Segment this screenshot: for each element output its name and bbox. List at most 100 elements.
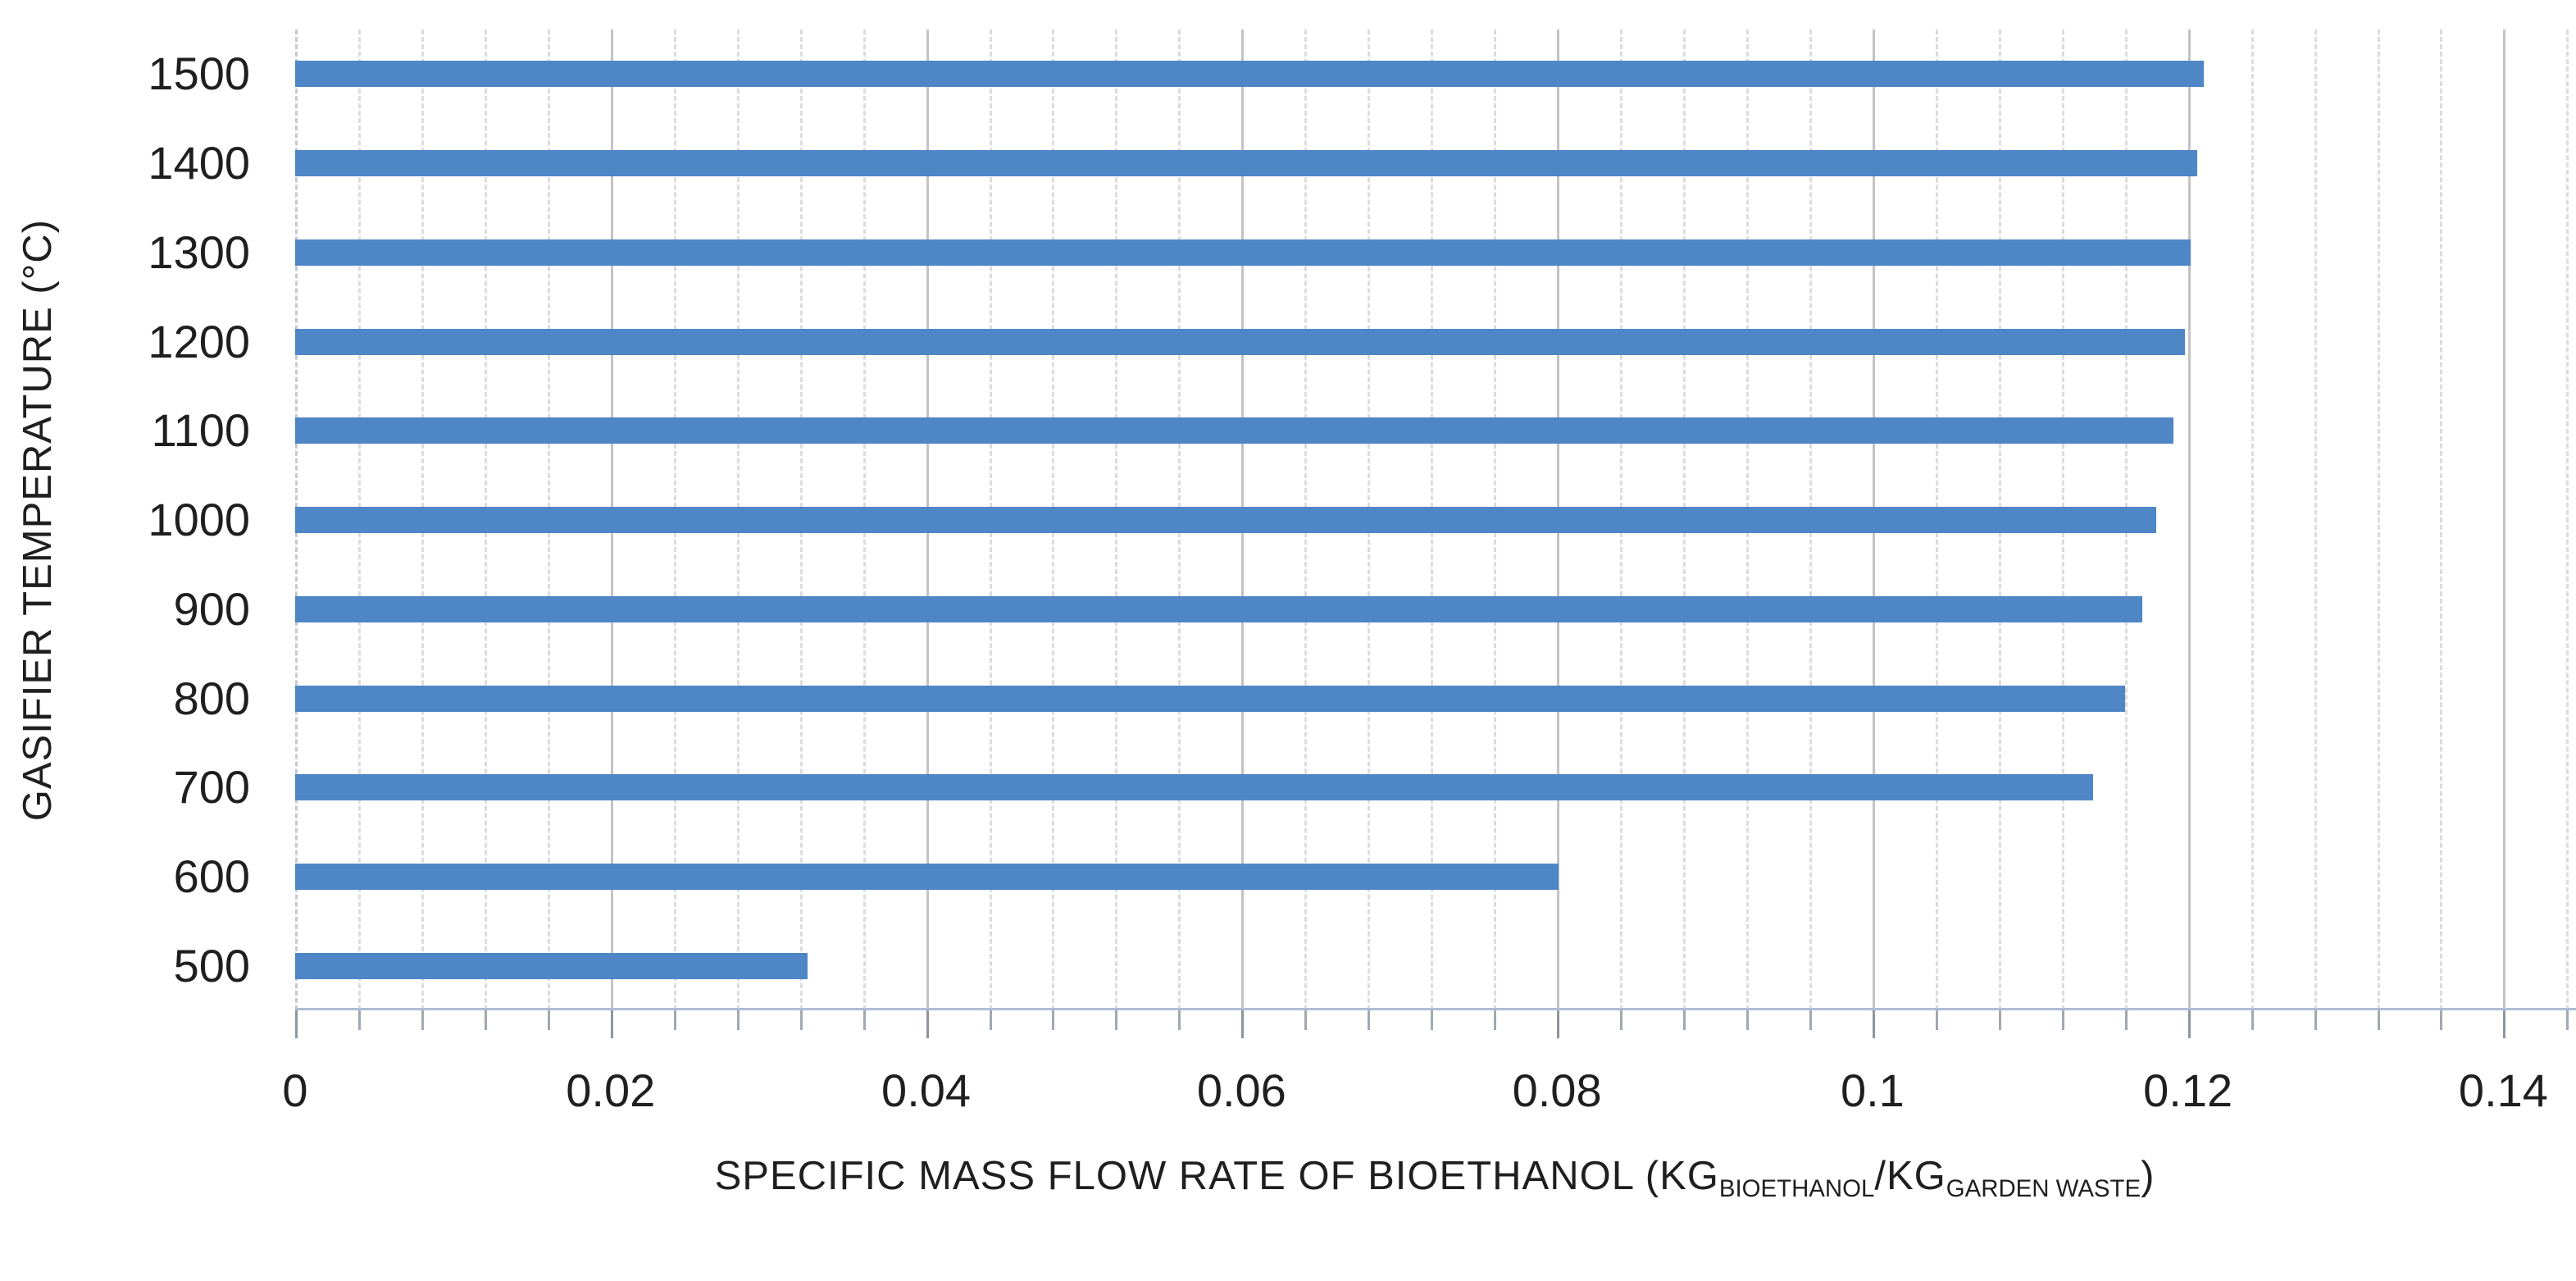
axis-tick: [1809, 1010, 1812, 1030]
x-axis-title-segment: SPECIFIC MASS FLOW RATE OF BIOETHANOL (K…: [714, 1154, 1719, 1198]
axis-tick: [610, 1010, 613, 1038]
bar-row-1100: [295, 386, 2574, 476]
x-axis-title-segment: ): [2141, 1154, 2155, 1198]
axis-tick: [2187, 1010, 2191, 1038]
axis-tick: [2251, 1010, 2254, 1030]
bar-1500: [295, 61, 2204, 88]
axis-tick: [1178, 1010, 1181, 1030]
y-tick-label: 1100: [151, 404, 250, 457]
x-tick-label: 0.14: [2458, 1064, 2548, 1116]
axis-tick: [1745, 1010, 1749, 1030]
axis-tick: [2440, 1010, 2443, 1030]
x-axis-tick-labels: 0 0.02 0.04 0.06 0.08 0.1 0.12 0.14: [282, 1064, 2574, 1125]
bars-layer: [295, 30, 2574, 1010]
bar-row-1400: [295, 119, 2574, 208]
y-axis-tick-labels: 1500 1400 1300 1200 1100 1000 900 800 700 600 500: [0, 30, 250, 1010]
axis-tick: [926, 1010, 929, 1038]
y-tick-label: 1500: [148, 48, 250, 100]
bar-1400: [295, 150, 2198, 177]
axis-tick: [1241, 1010, 1245, 1038]
minor-gridline: [2251, 30, 2254, 1010]
y-tick-label: 800: [173, 672, 250, 724]
x-axis-title-subscript: GARDEN WASTE: [1946, 1174, 2141, 1202]
bar-row-1300: [295, 207, 2574, 297]
y-tick-label: 700: [173, 761, 250, 814]
minor-gridline: [2566, 30, 2569, 1010]
y-label-row: 1200: [0, 297, 250, 386]
axis-tick: [2503, 1010, 2506, 1038]
y-tick-label: 1000: [148, 494, 250, 546]
y-label-row: 600: [0, 832, 250, 922]
y-tick-label: 1400: [148, 137, 250, 189]
x-tick-label: 0.02: [566, 1064, 656, 1116]
y-label-row: 1400: [0, 119, 250, 208]
bar-row-600: [295, 832, 2574, 922]
axis-tick: [1115, 1010, 1118, 1030]
bar-600: [295, 863, 1559, 890]
axis-tick: [736, 1010, 740, 1030]
y-label-row: 1300: [0, 207, 250, 297]
x-tick-label: 0.04: [881, 1064, 972, 1116]
x-tick-label: 0.1: [1840, 1064, 1905, 1116]
axis-tick: [989, 1010, 992, 1030]
major-gridline: [2503, 30, 2506, 1010]
y-tick-label: 900: [173, 582, 250, 635]
x-axis-tick-marks: [295, 1010, 2574, 1043]
y-label-row: 500: [0, 921, 250, 1010]
y-tick-label: 500: [173, 939, 250, 992]
bar-row-1200: [295, 297, 2574, 386]
x-axis-title-segment: /KG: [1874, 1154, 1946, 1198]
x-tick-label: 0.06: [1196, 1064, 1286, 1116]
bar-1200: [295, 328, 2185, 355]
axis-tick: [547, 1010, 550, 1030]
axis-tick: [1935, 1010, 1938, 1030]
bar-1100: [295, 417, 2174, 444]
y-label-row: 900: [0, 564, 250, 654]
axis-tick: [1557, 1010, 1560, 1038]
axis-tick: [1431, 1010, 1434, 1030]
axis-tick: [1872, 1010, 1875, 1038]
bar-1000: [295, 507, 2157, 534]
axis-tick: [357, 1010, 361, 1030]
y-label-row: 1500: [0, 30, 250, 119]
minor-gridline: [2440, 30, 2443, 1010]
minor-gridline: [2314, 30, 2317, 1010]
x-axis-line: [295, 1008, 2576, 1010]
axis-tick: [1304, 1010, 1308, 1030]
axis-tick: [295, 1010, 298, 1038]
axis-tick: [1998, 1010, 2001, 1030]
bar-800: [295, 685, 2125, 712]
bar-500: [295, 952, 808, 979]
axis-tick: [1683, 1010, 1686, 1030]
x-tick-label: 0: [282, 1064, 308, 1116]
y-tick-label: 1300: [148, 226, 250, 278]
bar-row-1000: [295, 476, 2574, 565]
minor-gridline: [2377, 30, 2380, 1010]
axis-tick: [421, 1010, 424, 1030]
y-label-row: 700: [0, 743, 250, 832]
bar-row-1500: [295, 30, 2574, 119]
axis-tick: [1494, 1010, 1497, 1030]
y-label-row: 800: [0, 654, 250, 743]
axis-tick: [2124, 1010, 2128, 1030]
bar-900: [295, 595, 2142, 622]
axis-tick: [2377, 1010, 2380, 1030]
y-label-row: 1100: [0, 386, 250, 476]
axis-tick: [2566, 1010, 2569, 1030]
axis-tick: [1368, 1010, 1371, 1030]
axis-tick: [1620, 1010, 1623, 1030]
y-tick-label: 1200: [148, 315, 250, 367]
axis-tick: [799, 1010, 803, 1030]
axis-tick: [673, 1010, 676, 1030]
x-tick-label: 0.12: [2143, 1064, 2233, 1116]
bar-1300: [295, 239, 2191, 266]
axis-tick: [2061, 1010, 2064, 1030]
bar-row-900: [295, 564, 2574, 654]
axis-tick: [1052, 1010, 1055, 1030]
bar-row-700: [295, 743, 2574, 832]
y-tick-label: 600: [173, 850, 250, 902]
plot-area: [295, 30, 2576, 1038]
x-axis-title: SPECIFIC MASS FLOW RATE OF BIOETHANOL (K…: [295, 1154, 2574, 1202]
major-gridline: [2187, 30, 2191, 1010]
y-label-row: 1000: [0, 476, 250, 565]
